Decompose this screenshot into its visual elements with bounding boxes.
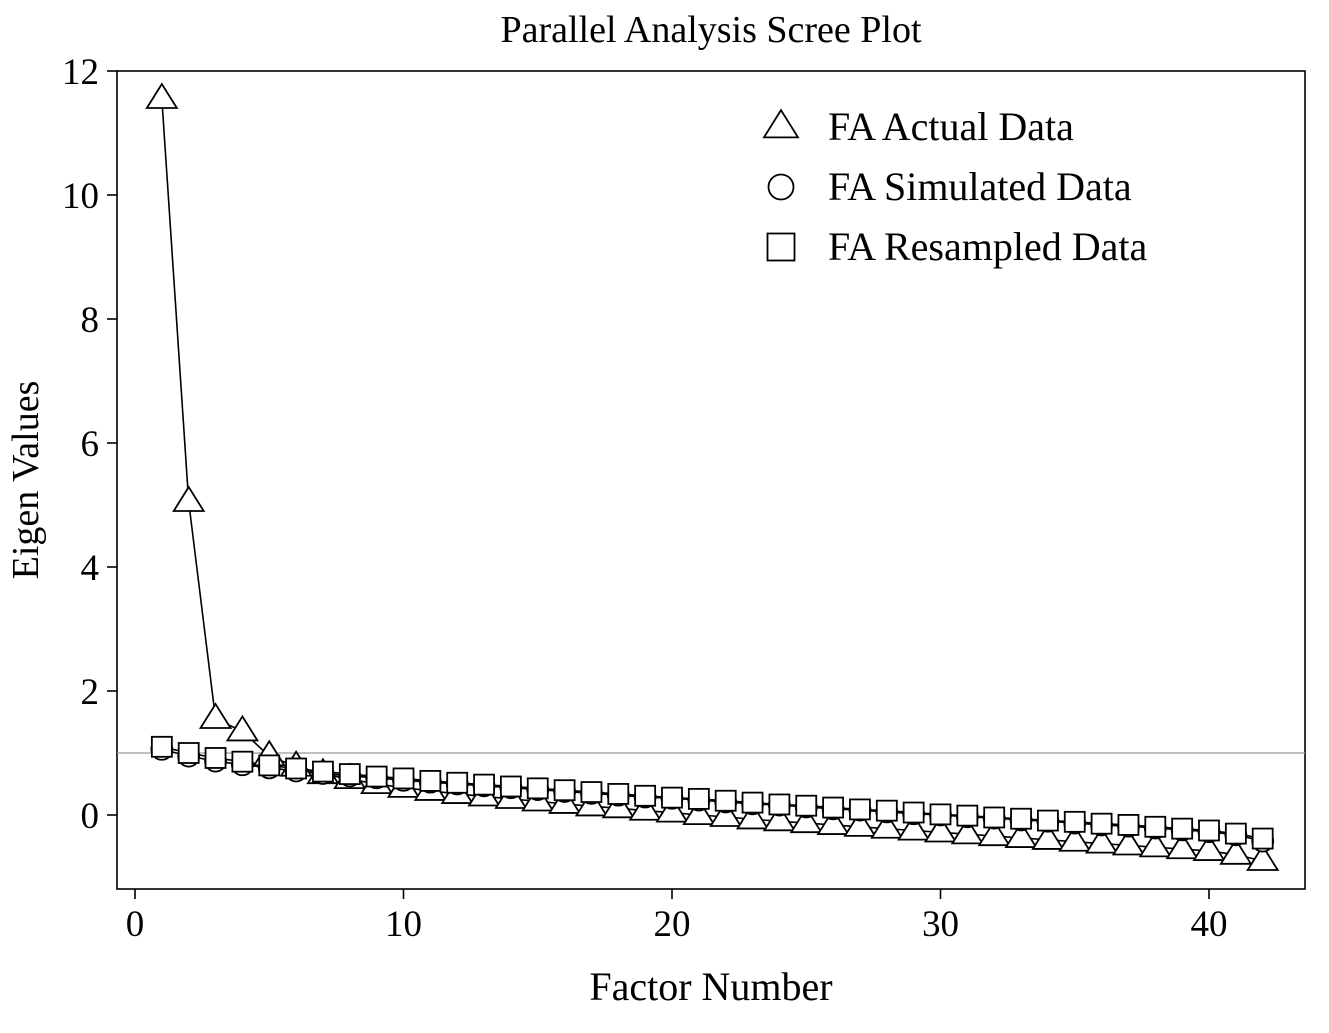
svg-text:8: 8 xyxy=(81,300,100,341)
svg-text:10: 10 xyxy=(62,176,99,217)
svg-text:Parallel Analysis Scree Plot: Parallel Analysis Scree Plot xyxy=(500,9,922,51)
svg-text:40: 40 xyxy=(1191,904,1228,945)
svg-text:12: 12 xyxy=(62,52,99,93)
svg-text:0: 0 xyxy=(81,796,100,837)
svg-text:FA Resampled Data: FA Resampled Data xyxy=(828,224,1147,269)
svg-text:4: 4 xyxy=(81,548,100,589)
svg-text:FA Simulated Data: FA Simulated Data xyxy=(828,164,1132,209)
svg-text:10: 10 xyxy=(385,904,422,945)
svg-text:FA Actual Data: FA Actual Data xyxy=(828,104,1074,149)
svg-text:Factor Number: Factor Number xyxy=(589,964,832,1009)
svg-text:6: 6 xyxy=(81,424,100,465)
svg-text:20: 20 xyxy=(654,904,691,945)
svg-text:0: 0 xyxy=(126,904,145,945)
svg-text:30: 30 xyxy=(922,904,959,945)
svg-text:2: 2 xyxy=(81,672,100,713)
svg-text:Eigen Values: Eigen Values xyxy=(5,381,47,580)
